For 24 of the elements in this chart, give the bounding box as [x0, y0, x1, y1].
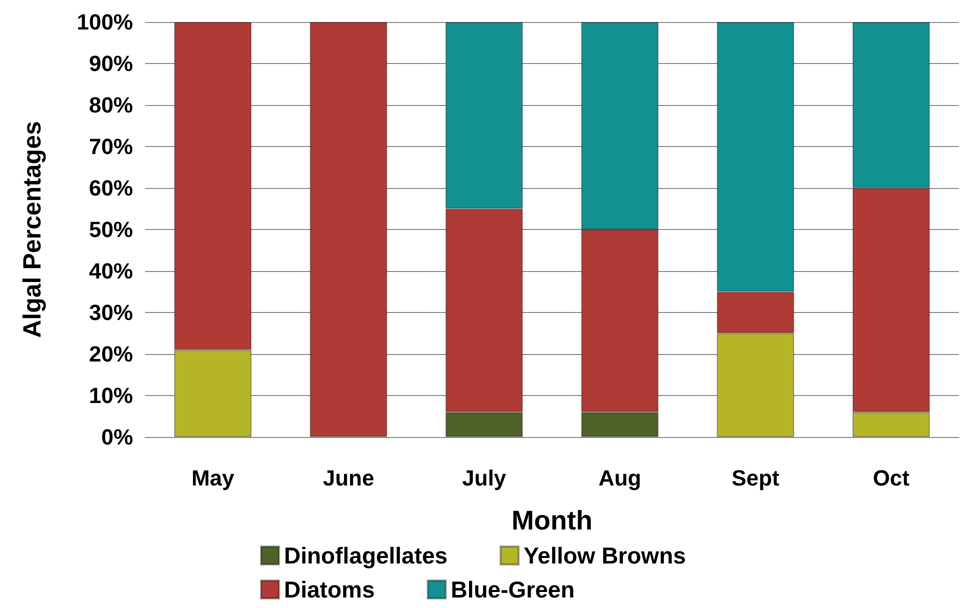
legend-label: Blue-Green: [450, 576, 575, 602]
y-tick-label: 0%: [101, 424, 133, 450]
x-tick-label: Aug: [598, 466, 642, 490]
legend-label: Yellow Browns: [524, 542, 686, 568]
x-tick-label: July: [462, 466, 507, 490]
x-tick-label: Oct: [872, 466, 910, 490]
y-axis-title: Algal Percentages: [18, 121, 46, 338]
y-tick-label: 70%: [88, 134, 133, 159]
y-tick-label: 20%: [88, 342, 133, 366]
bar: [310, 22, 388, 437]
y-tick-label: 40%: [88, 258, 133, 284]
x-tick-label: June: [322, 466, 374, 490]
y-tick-label: 10%: [88, 383, 133, 408]
y-tick-label: 60%: [88, 176, 133, 200]
legend-label: Diatoms: [284, 576, 375, 602]
y-tick-label: 30%: [88, 300, 133, 325]
x-axis-title: Month: [512, 506, 592, 536]
y-tick-label: 80%: [88, 92, 133, 118]
y-tick-label: 100%: [76, 10, 133, 34]
legend-label: Dinoflagellates: [284, 542, 448, 568]
x-tick-label: May: [191, 466, 235, 490]
x-tick-label: Sept: [732, 466, 780, 490]
y-tick-label: 50%: [88, 217, 133, 242]
y-tick-label: 90%: [88, 51, 133, 76]
